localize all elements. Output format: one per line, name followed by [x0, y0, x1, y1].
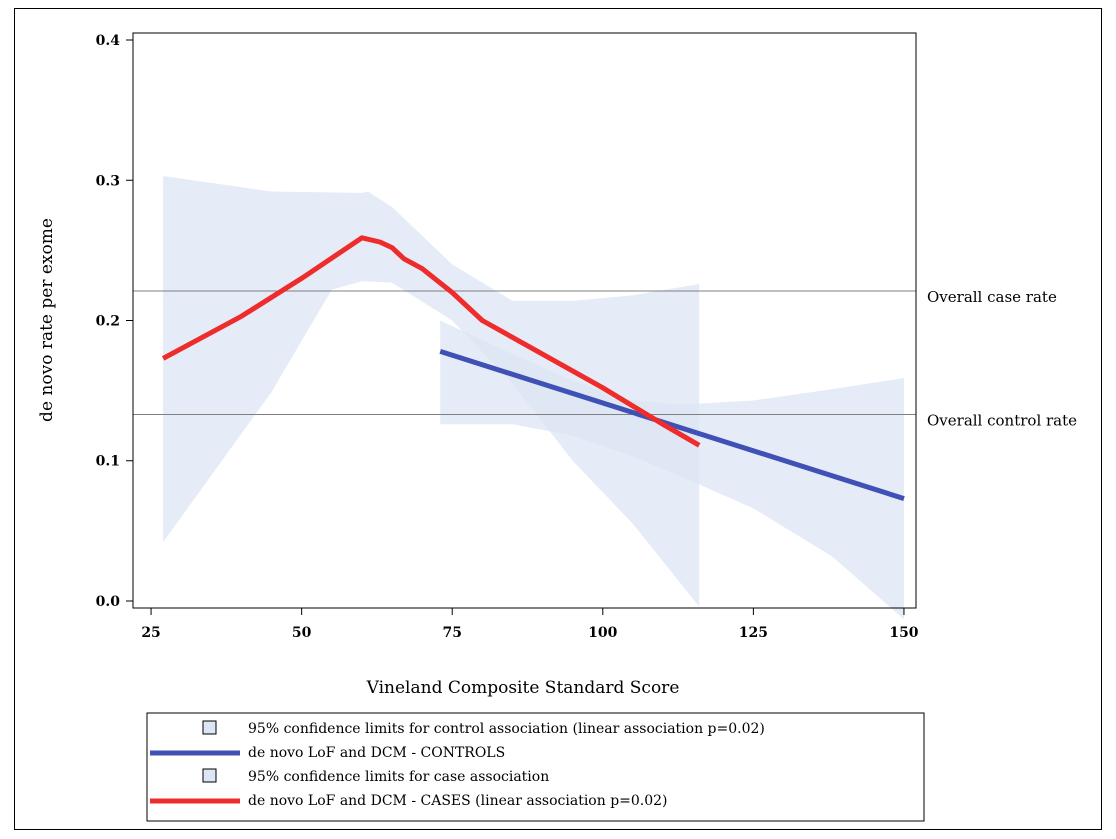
confidence-band-cases	[163, 176, 700, 607]
y-tick-label: 0.2	[96, 314, 120, 330]
legend-swatch	[202, 720, 217, 735]
legend-entry-label: 95% confidence limits for control associ…	[248, 721, 765, 737]
x-tick-label: 150	[889, 625, 918, 641]
y-tick-label: 0.1	[96, 454, 120, 470]
reference-label-control-rate: Overall control rate	[927, 411, 1077, 429]
x-tick-label: 25	[141, 625, 160, 641]
y-tick-label: 0.4	[96, 33, 121, 49]
y-tick-label: 0.0	[96, 594, 121, 610]
series-lines	[161, 235, 905, 501]
legend-swatch	[202, 768, 217, 783]
x-tick-label: 125	[739, 625, 768, 641]
confidence-band-controls	[440, 320, 904, 620]
x-tick-label: 100	[588, 625, 617, 641]
x-axis: 25 50 75 100 125 150	[141, 608, 919, 641]
x-axis-title: Vineland Composite Standard Score	[366, 678, 680, 698]
x-tick-label: 50	[292, 625, 312, 641]
legend-entry-label: 95% confidence limits for case associati…	[248, 769, 549, 785]
y-axis: 0.0 0.1 0.2 0.3 0.4	[96, 33, 133, 610]
reference-lines: Overall case rate Overall control rate	[133, 288, 1077, 429]
y-axis-title: de novo rate per exome	[37, 218, 57, 422]
series-line-controls	[439, 349, 905, 501]
confidence-bands	[163, 176, 904, 620]
reference-label-case-rate: Overall case rate	[927, 288, 1057, 306]
figure-frame	[14, 8, 1102, 830]
legend: 95% confidence limits for control associ…	[146, 712, 925, 822]
y-tick-label: 0.3	[96, 173, 120, 189]
legend-entry-label: de novo LoF and DCM - CASES (linear asso…	[248, 793, 668, 809]
series-line-cases	[161, 235, 701, 448]
x-tick-label: 75	[442, 625, 461, 641]
legend-box	[146, 712, 925, 822]
legend-entry-label: de novo LoF and DCM - CONTROLS	[248, 745, 505, 761]
